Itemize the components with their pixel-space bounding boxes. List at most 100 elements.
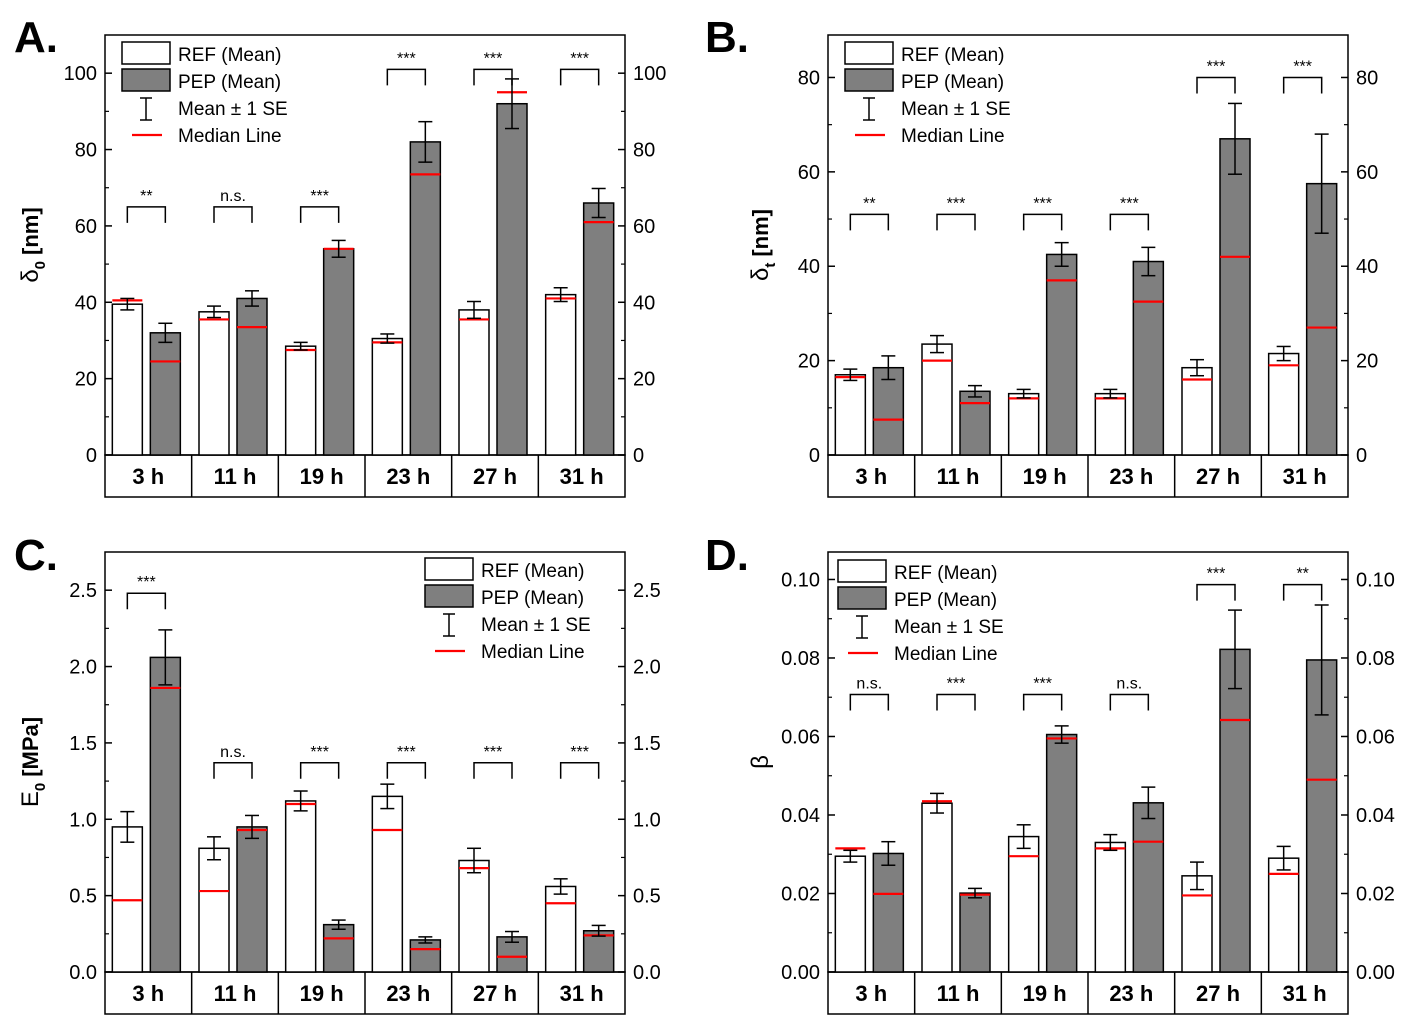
pep-bar <box>149 656 182 973</box>
significance-bracket <box>126 206 167 223</box>
category-label: 11 h <box>937 981 980 1006</box>
legend-se-label: Mean ± 1 SE <box>481 615 591 636</box>
legend-ref-label: REF (Mean) <box>894 563 997 584</box>
panel-letter: A. <box>14 13 58 62</box>
y-tick-label-left: 20 <box>798 351 820 373</box>
y-tick-label-right: 0.06 <box>1356 726 1395 748</box>
significance-label: *** <box>947 195 966 212</box>
legend-ref-swatch <box>121 41 171 65</box>
y-axis-label-symbol: δ <box>747 268 774 281</box>
y-tick-label-left: 2.0 <box>69 657 97 679</box>
panel-c: C. 3 h 11 h 19 h 23 h 27 h 31 h 0.0 0.0 0.5 0.5 1.0… <box>14 531 661 1015</box>
panel-letter: C. <box>14 531 58 580</box>
y-axis-label-unit: [MPa] <box>18 717 43 777</box>
legend-pep-swatch <box>121 68 171 92</box>
legend-se-label: Mean ± 1 SE <box>178 99 288 120</box>
y-tick-label-right: 1.0 <box>633 809 661 831</box>
panel-b: B. 3 h 11 h 19 h 23 h 27 h 31 h 0 0 20 20 40 40 60 60 8… <box>705 13 1378 498</box>
y-tick-label-right: 0 <box>633 445 644 467</box>
significance-bracket <box>936 693 976 711</box>
category-label: 27 h <box>473 464 517 489</box>
category-label: 23 h <box>386 464 430 489</box>
pep-bar <box>1219 138 1251 456</box>
category-label: 3 h <box>855 981 887 1006</box>
category-label: 11 h <box>214 981 257 1006</box>
legend-pep-swatch <box>837 586 887 610</box>
y-tick-label-right: 0.10 <box>1356 569 1395 591</box>
pep-bar <box>872 366 905 456</box>
panel-d: D. 3 h 11 h 19 h 23 h 27 h 31 h 0.00 0.00 0.02 0.0… <box>705 531 1395 1015</box>
significance-label: n.s. <box>220 188 246 205</box>
y-tick-label-right: 0.00 <box>1356 962 1395 984</box>
y-tick-label-left: 0.04 <box>781 805 820 827</box>
significance-bracket <box>1196 76 1236 94</box>
legend-ref-swatch <box>424 557 474 581</box>
y-tick-label-left: 40 <box>798 256 820 278</box>
significance-label: *** <box>947 675 966 692</box>
category-label: 31 h <box>560 981 604 1006</box>
ref-bar <box>111 303 144 456</box>
y-tick-label-left: 0.02 <box>781 883 820 905</box>
significance-label: *** <box>1033 195 1052 212</box>
y-tick-label-left: 1.0 <box>69 809 97 831</box>
y-tick-label-right: 0 <box>1356 445 1367 467</box>
category-label: 27 h <box>473 981 517 1006</box>
significance-bracket <box>213 206 253 223</box>
y-tick-label-right: 0.5 <box>633 886 661 908</box>
y-tick-label-right: 0.0 <box>633 962 661 984</box>
significance-label: *** <box>484 744 503 761</box>
y-axis-label-unit: [nm] <box>18 207 43 255</box>
y-axis-label: β <box>747 755 774 769</box>
legend: REF (Mean) PEP (Mean) Mean ± 1 SE Median Li… <box>844 41 1011 147</box>
significance-label: *** <box>484 50 503 67</box>
significance-label: *** <box>397 50 416 67</box>
category-label: 31 h <box>1283 464 1327 489</box>
significance-bracket <box>299 206 340 223</box>
y-tick-label-right: 60 <box>633 216 655 238</box>
pep-bar <box>582 930 615 973</box>
category-label: 3 h <box>855 464 887 489</box>
ref-bar <box>284 345 317 456</box>
legend-se-label: Mean ± 1 SE <box>894 617 1004 638</box>
category-label: 19 h <box>1023 981 1067 1006</box>
y-tick-label-right: 0.04 <box>1356 805 1395 827</box>
y-tick-label-left: 0.10 <box>781 569 820 591</box>
y-axis-label-symbol: δ <box>17 269 44 282</box>
y-tick-label-left: 0.5 <box>69 886 97 908</box>
category-label: 19 h <box>300 464 344 489</box>
y-axis-label-unit: [nm] <box>748 209 773 257</box>
pep-bar <box>236 826 268 973</box>
y-tick-label-left: 0 <box>809 445 820 467</box>
legend-pep-label: PEP (Mean) <box>481 588 584 609</box>
panel-letter: B. <box>705 13 749 62</box>
category-label: 11 h <box>214 464 257 489</box>
ref-bar <box>198 311 230 456</box>
significance-label: *** <box>1207 58 1226 75</box>
category-label: 19 h <box>1023 464 1067 489</box>
ref-bar <box>284 800 317 973</box>
y-axis-label-subscript: 0 <box>32 261 49 269</box>
y-tick-label-left: 0.06 <box>781 726 820 748</box>
y-tick-label-right: 20 <box>633 369 655 391</box>
y-tick-label-right: 1.5 <box>633 733 661 755</box>
legend-ref-swatch <box>837 559 887 583</box>
pep-bar <box>1132 260 1165 456</box>
significance-label: *** <box>1033 675 1052 692</box>
significance-label: ** <box>1296 566 1308 583</box>
pep-bar <box>409 939 442 973</box>
y-tick-label-right: 0.08 <box>1356 648 1395 670</box>
legend-median-label: Median Line <box>894 644 998 665</box>
category-label: 23 h <box>1109 464 1153 489</box>
y-tick-label-right: 40 <box>633 292 655 314</box>
pep-bar <box>582 202 615 456</box>
significance-bracket <box>213 762 253 779</box>
pep-bar <box>496 102 528 456</box>
y-tick-label-right: 80 <box>633 140 655 162</box>
legend-ref-label: REF (Mean) <box>901 45 1004 66</box>
significance-label: *** <box>570 50 589 67</box>
pep-bar <box>1045 733 1078 973</box>
pep-bar <box>959 892 991 973</box>
significance-label: *** <box>310 188 329 205</box>
significance-label: n.s. <box>856 675 882 692</box>
